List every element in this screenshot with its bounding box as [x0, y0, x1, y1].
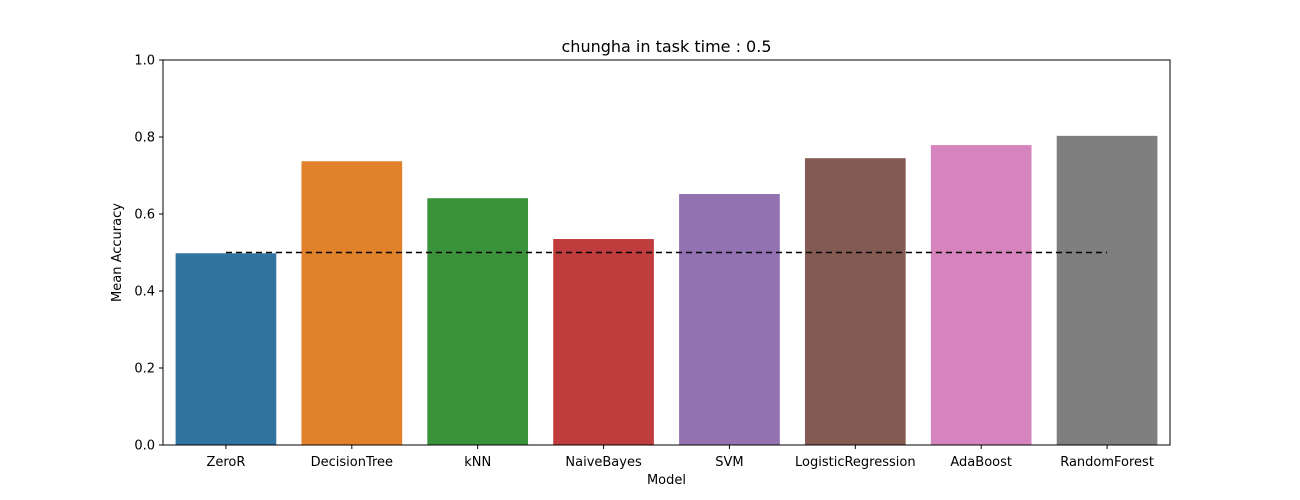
plot-frame [162, 59, 1171, 446]
y-tick-label: 0.4 [134, 285, 155, 300]
bars-group [175, 135, 1158, 446]
x-tick-label: ZeroR [206, 455, 245, 470]
y-tick-label: 0.0 [134, 439, 155, 454]
x-tick-label: RandomForest [1060, 455, 1154, 470]
bar-adaboost [930, 145, 1032, 445]
bar-logisticregression [804, 158, 906, 446]
y-tick-label: 0.2 [134, 362, 155, 377]
y-tick-label: 0.8 [134, 131, 155, 146]
x-tick-label: SVM [715, 455, 743, 470]
y-axis-ticks: 0.0 0.2 0.4 0.6 0.8 1.0 [134, 54, 163, 454]
bar-zeror [175, 253, 277, 445]
bar-randomforest [1056, 135, 1158, 445]
y-axis-label: Mean Accuracy [110, 203, 125, 302]
x-tick-label: LogisticRegression [795, 455, 916, 470]
chart-title: chungha in task time : 0.5 [562, 37, 772, 56]
x-axis-ticks: ZeroR DecisionTree kNN NaiveBayes SVM Logisti… [206, 445, 1154, 470]
x-axis-label: Model [647, 473, 686, 488]
x-tick-label: AdaBoost [950, 455, 1012, 470]
x-tick-label: NaiveBayes [565, 455, 642, 470]
bar-knn [427, 198, 529, 445]
x-tick-label: DecisionTree [311, 455, 393, 470]
y-tick-label: 1.0 [134, 54, 155, 69]
bar-svm [679, 193, 780, 445]
bar-decisiontree [301, 161, 403, 445]
bar-naivebayes [553, 239, 654, 445]
x-tick-label: kNN [464, 455, 491, 470]
y-tick-label: 0.6 [134, 208, 155, 223]
